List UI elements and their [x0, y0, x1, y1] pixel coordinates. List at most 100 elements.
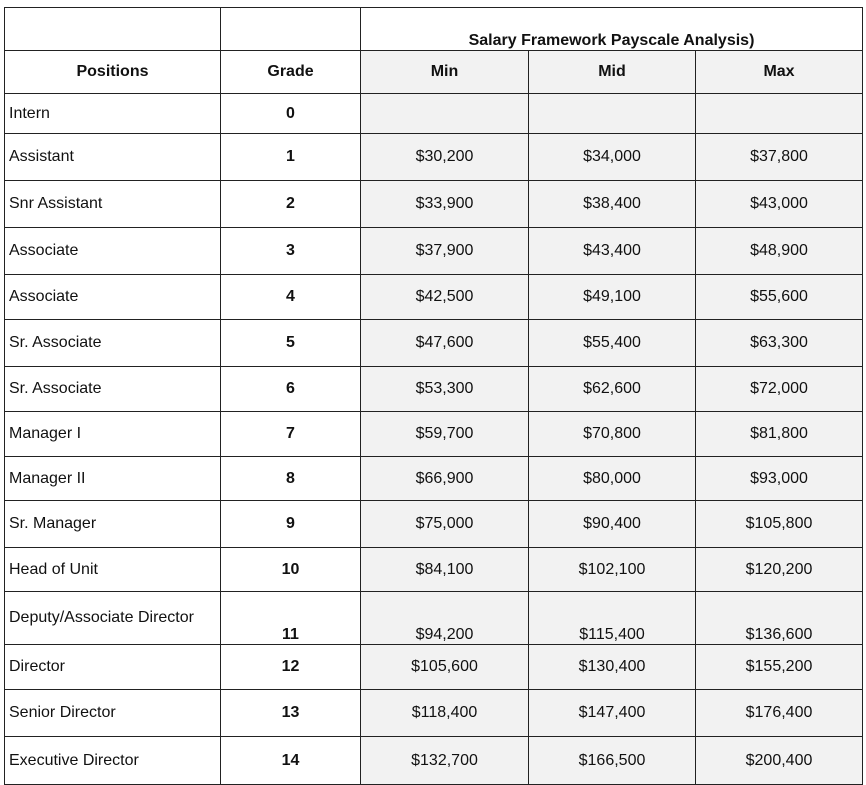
grade-cell: 3	[220, 227, 361, 275]
mid-cell: $70,800	[528, 411, 696, 457]
max-cell: $120,200	[695, 547, 863, 592]
grade-cell: 10	[220, 547, 361, 592]
blank-cell	[220, 7, 361, 51]
min-cell: $42,500	[360, 274, 529, 320]
grade-cell: 14	[220, 736, 361, 785]
salary-table: Salary Framework Payscale Analysis) Posi…	[4, 7, 863, 785]
max-cell: $155,200	[695, 644, 863, 690]
min-cell: $84,100	[360, 547, 529, 592]
mid-cell: $80,000	[528, 456, 696, 501]
max-cell: $48,900	[695, 227, 863, 275]
max-cell: $176,400	[695, 689, 863, 737]
position-cell: Associate	[4, 274, 221, 320]
min-cell: $33,900	[360, 180, 529, 228]
table-row: Sr. Manager 9 $75,000 $90,400 $105,800	[4, 500, 863, 548]
position-cell: Senior Director	[4, 689, 221, 737]
table-row: Manager I 7 $59,700 $70,800 $81,800	[4, 411, 863, 457]
mid-cell: $166,500	[528, 736, 696, 785]
grade-cell: 7	[220, 411, 361, 457]
position-cell: Head of Unit	[4, 547, 221, 592]
grade-cell: 11	[220, 591, 361, 645]
mid-cell: $90,400	[528, 500, 696, 548]
position-cell: Assistant	[4, 133, 221, 181]
max-cell: $81,800	[695, 411, 863, 457]
header-positions: Positions	[4, 50, 221, 94]
mid-cell: $115,400	[528, 591, 696, 645]
grade-cell: 5	[220, 319, 361, 367]
grade-cell: 6	[220, 366, 361, 412]
position-cell: Manager I	[4, 411, 221, 457]
table-row: Executive Director 14 $132,700 $166,500 $200…	[4, 736, 863, 785]
mid-cell: $130,400	[528, 644, 696, 690]
grade-cell: 1	[220, 133, 361, 181]
mid-cell: $55,400	[528, 319, 696, 367]
min-cell: $118,400	[360, 689, 529, 737]
min-cell: $37,900	[360, 227, 529, 275]
table-row: Sr. Associate 5 $47,600 $55,400 $63,300	[4, 319, 863, 367]
position-cell: Sr. Manager	[4, 500, 221, 548]
mid-cell: $62,600	[528, 366, 696, 412]
grade-cell: 13	[220, 689, 361, 737]
mid-cell: $34,000	[528, 133, 696, 181]
table-title: Salary Framework Payscale Analysis)	[360, 7, 863, 51]
grade-cell: 9	[220, 500, 361, 548]
table-row: Snr Assistant 2 $33,900 $38,400 $43,000	[4, 180, 863, 228]
header-grade: Grade	[220, 50, 361, 94]
max-cell: $43,000	[695, 180, 863, 228]
max-cell: $55,600	[695, 274, 863, 320]
max-cell: $200,400	[695, 736, 863, 785]
grade-cell: 12	[220, 644, 361, 690]
max-cell: $63,300	[695, 319, 863, 367]
max-cell: $136,600	[695, 591, 863, 645]
mid-cell: $38,400	[528, 180, 696, 228]
max-cell: $105,800	[695, 500, 863, 548]
min-cell: $66,900	[360, 456, 529, 501]
mid-cell: $49,100	[528, 274, 696, 320]
min-cell: $105,600	[360, 644, 529, 690]
header-max: Max	[695, 50, 863, 94]
title-row: Salary Framework Payscale Analysis)	[4, 7, 863, 51]
table-row: Director 12 $105,600 $130,400 $155,200	[4, 644, 863, 690]
position-cell: Associate	[4, 227, 221, 275]
table-row: Associate 4 $42,500 $49,100 $55,600	[4, 274, 863, 320]
grade-cell: 2	[220, 180, 361, 228]
min-cell: $132,700	[360, 736, 529, 785]
position-cell: Deputy/Associate Director	[4, 591, 221, 645]
mid-cell	[528, 93, 696, 134]
table-row: Assistant 1 $30,200 $34,000 $37,800	[4, 133, 863, 181]
table-row: Head of Unit 10 $84,100 $102,100 $120,200	[4, 547, 863, 592]
grade-cell: 4	[220, 274, 361, 320]
max-cell: $93,000	[695, 456, 863, 501]
table-row: Sr. Associate 6 $53,300 $62,600 $72,000	[4, 366, 863, 412]
mid-cell: $43,400	[528, 227, 696, 275]
max-cell: $37,800	[695, 133, 863, 181]
min-cell	[360, 93, 529, 134]
mid-cell: $147,400	[528, 689, 696, 737]
table-row: Intern 0	[4, 93, 863, 134]
position-cell: Sr. Associate	[4, 366, 221, 412]
min-cell: $75,000	[360, 500, 529, 548]
grade-cell: 8	[220, 456, 361, 501]
table-row: Deputy/Associate Director 11 $94,200 $115,4…	[4, 591, 863, 645]
min-cell: $59,700	[360, 411, 529, 457]
table-row: Senior Director 13 $118,400 $147,400 $176,40…	[4, 689, 863, 737]
min-cell: $94,200	[360, 591, 529, 645]
min-cell: $47,600	[360, 319, 529, 367]
position-cell: Director	[4, 644, 221, 690]
min-cell: $53,300	[360, 366, 529, 412]
header-row: Positions Grade Min Mid Max	[4, 50, 863, 94]
position-cell: Manager II	[4, 456, 221, 501]
max-cell: $72,000	[695, 366, 863, 412]
blank-cell	[4, 7, 221, 51]
position-cell: Snr Assistant	[4, 180, 221, 228]
grade-cell: 0	[220, 93, 361, 134]
position-cell: Intern	[4, 93, 221, 134]
table-row: Associate 3 $37,900 $43,400 $48,900	[4, 227, 863, 275]
mid-cell: $102,100	[528, 547, 696, 592]
min-cell: $30,200	[360, 133, 529, 181]
table-row: Manager II 8 $66,900 $80,000 $93,000	[4, 456, 863, 501]
header-min: Min	[360, 50, 529, 94]
max-cell	[695, 93, 863, 134]
header-mid: Mid	[528, 50, 696, 94]
position-cell: Executive Director	[4, 736, 221, 785]
